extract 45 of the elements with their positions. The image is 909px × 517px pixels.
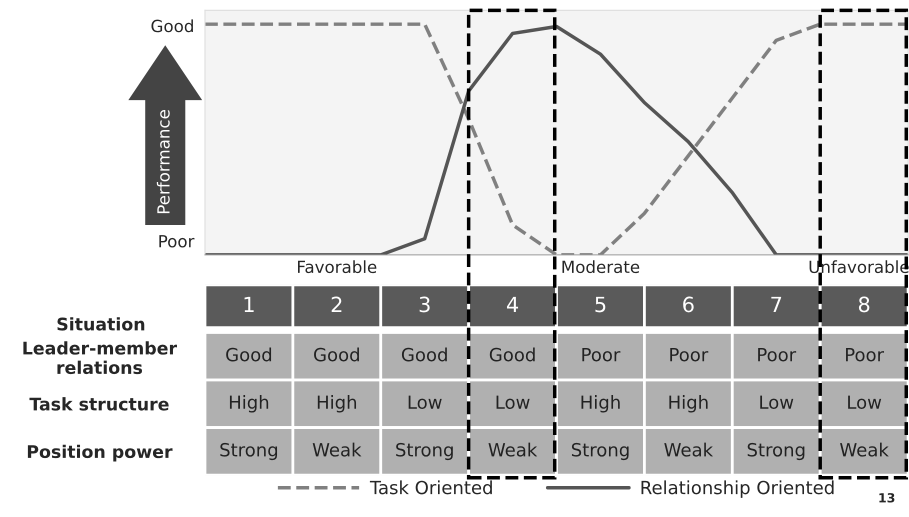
text: High bbox=[230, 395, 268, 413]
text: Good bbox=[151, 19, 193, 32]
x-tick-label: 6 bbox=[683, 296, 694, 312]
legend-label: Relationship Oriented bbox=[642, 480, 834, 498]
text: Weak bbox=[664, 442, 714, 457]
text: Strong bbox=[748, 442, 804, 460]
text: Poor bbox=[758, 348, 796, 362]
x-tick-label: 4 bbox=[506, 296, 518, 312]
text: Poor bbox=[582, 348, 620, 362]
y-tick-label: Leader-member relations bbox=[23, 341, 177, 374]
legend-label: Task Oriented bbox=[370, 480, 492, 494]
x-tick-label: 7 bbox=[771, 296, 782, 312]
text: Strong bbox=[220, 442, 278, 460]
text: Low bbox=[408, 396, 442, 410]
text: Low bbox=[496, 396, 530, 410]
text: Poor bbox=[670, 348, 708, 362]
text: Unfavorable bbox=[810, 260, 909, 274]
text: Good bbox=[402, 347, 447, 362]
text: Poor bbox=[159, 235, 194, 248]
x-tick-label: 1 bbox=[244, 296, 254, 312]
text: Moderate bbox=[562, 260, 640, 274]
text: High bbox=[669, 395, 708, 413]
text: Poor bbox=[846, 348, 884, 362]
y-tick-label: Position power bbox=[28, 444, 172, 462]
y-tick-label: Task structure bbox=[29, 397, 169, 411]
x-axis-title: Situation bbox=[57, 317, 144, 331]
y-axis-title: Performance bbox=[156, 110, 170, 214]
text: Good bbox=[490, 347, 535, 362]
text: Weak bbox=[840, 442, 889, 457]
x-tick-label: 5 bbox=[595, 296, 606, 312]
text: 13 bbox=[879, 493, 894, 503]
text: Good bbox=[314, 347, 359, 362]
text: Strong bbox=[396, 442, 453, 460]
x-tick-label: 3 bbox=[420, 296, 430, 312]
text: Strong bbox=[572, 442, 629, 460]
text: Low bbox=[760, 396, 794, 410]
text: Favorable bbox=[298, 260, 376, 274]
text: Good bbox=[226, 347, 272, 362]
x-tick-label: 2 bbox=[332, 296, 342, 312]
text: High bbox=[318, 395, 356, 413]
x-tick-label: 8 bbox=[858, 296, 870, 312]
text: High bbox=[582, 395, 620, 413]
text: Weak bbox=[312, 442, 362, 457]
text: Low bbox=[848, 396, 882, 410]
text: Weak bbox=[488, 442, 538, 457]
